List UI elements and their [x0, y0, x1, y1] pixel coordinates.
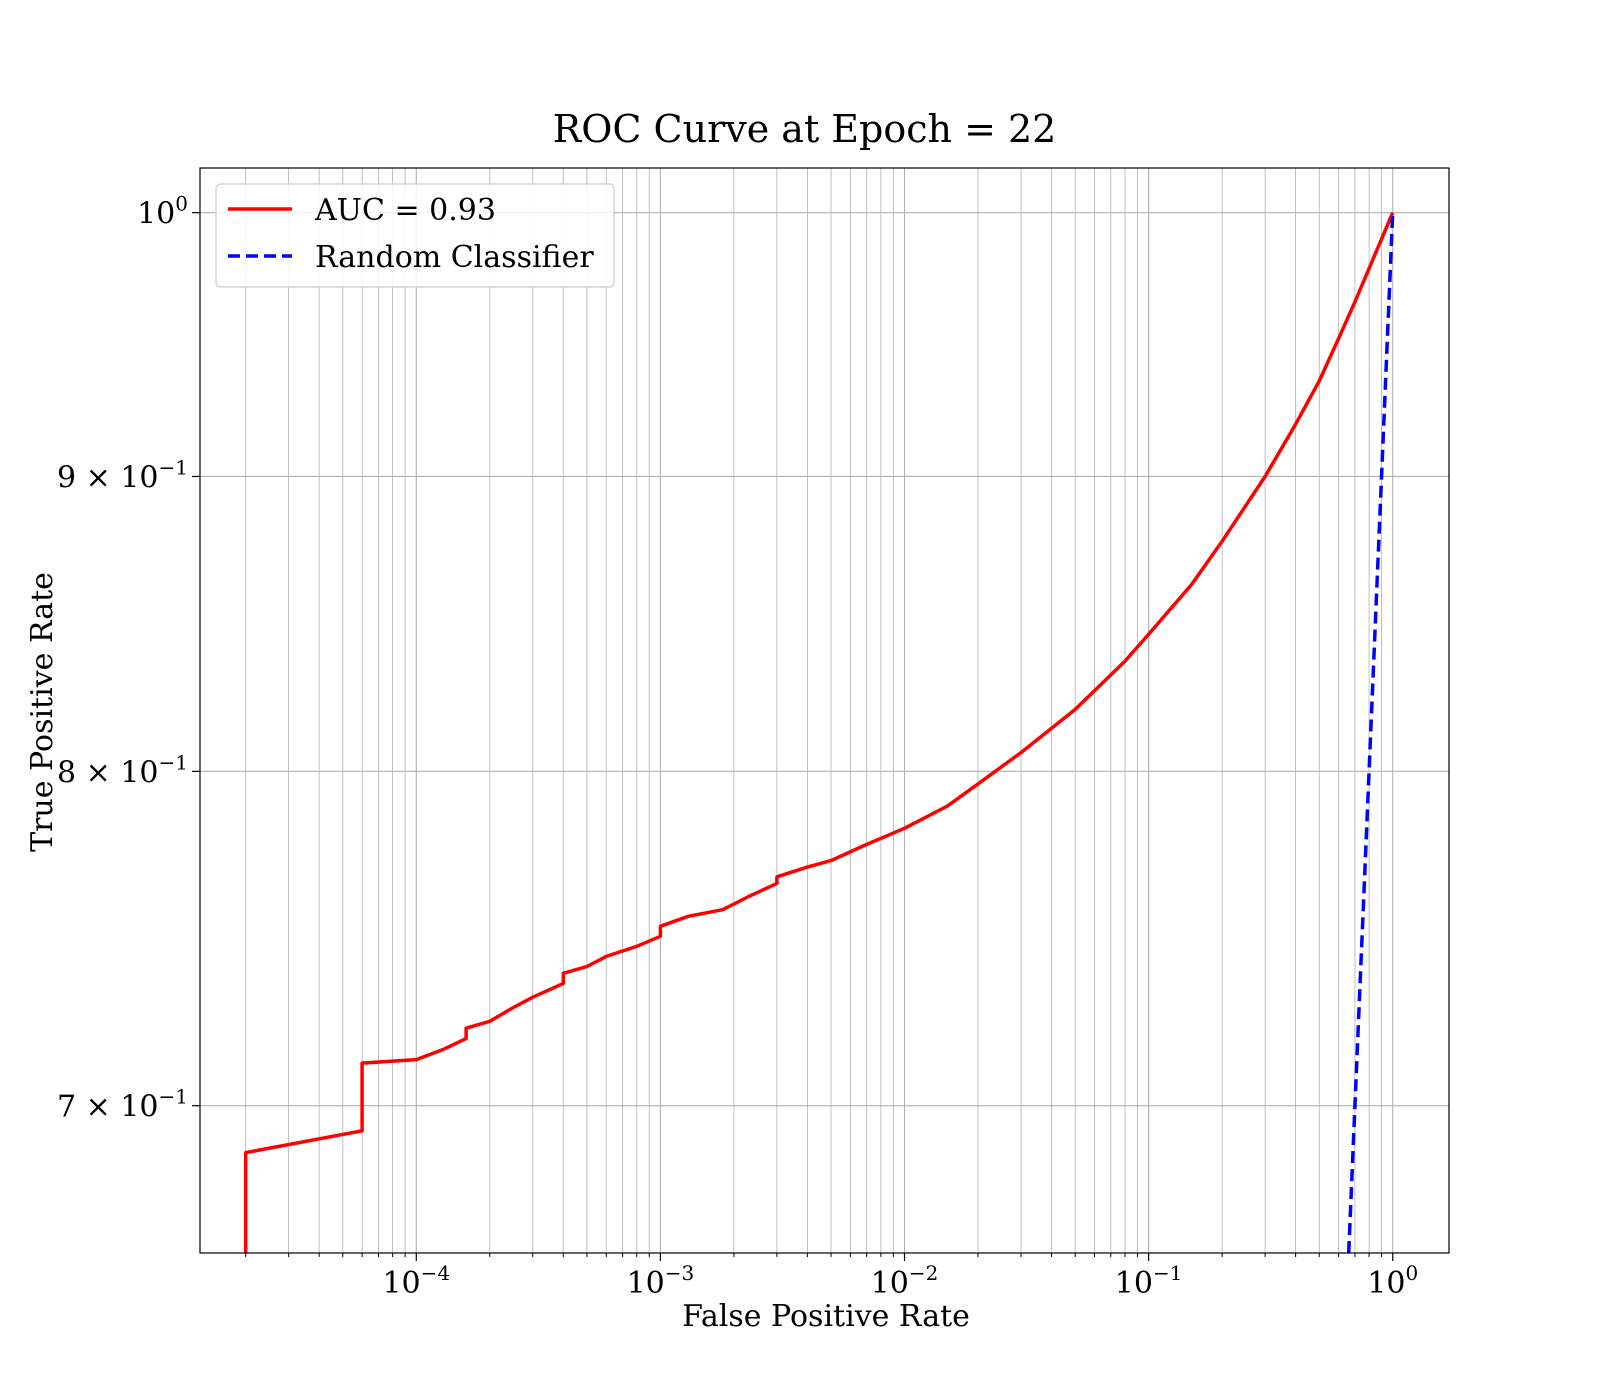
x-axis-ticks: 10−4 10−3 10−2 10−1 100	[245, 1253, 1418, 1301]
legend-label-auc: AUC = 0.93	[314, 193, 496, 228]
grid	[200, 168, 1449, 1253]
legend-label-random: Random Classifier	[315, 240, 594, 275]
y-axis-label: True Positive Rate	[25, 572, 60, 852]
x-tick-label: 10−3	[627, 1261, 695, 1301]
legend: AUC = 0.93 Random Classifier	[215, 183, 615, 288]
chart-title: ROC Curve at Epoch = 22	[553, 107, 1057, 151]
x-axis-label: False Positive Rate	[682, 1299, 970, 1334]
plot-frame	[199, 167, 1450, 1254]
series-group	[243, 212, 1395, 1253]
legend-frame	[215, 183, 615, 288]
random-classifier-line	[1346, 212, 1395, 1253]
roc-curve-line	[243, 212, 1395, 1253]
x-tick-label: 10−4	[382, 1261, 450, 1301]
y-tick-label: 9 × 10−1	[57, 455, 188, 495]
